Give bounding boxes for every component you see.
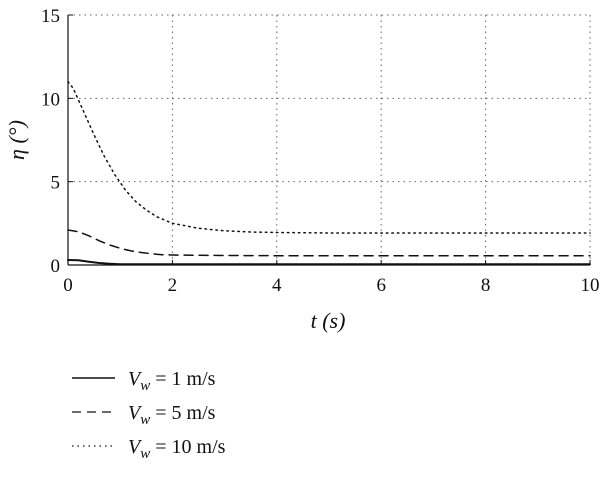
x-tick-label: 2 — [168, 275, 178, 296]
axes — [67, 14, 591, 266]
x-tick-label: 10 — [581, 275, 600, 296]
x-tick-label: 0 — [63, 275, 73, 296]
legend-label-3: Vw = 10 m/s — [128, 436, 226, 462]
series-line-1 — [67, 259, 591, 266]
y-tick-label: 5 — [51, 173, 61, 194]
y-tick-label: 15 — [41, 6, 60, 27]
x-axis-label: t (s) — [311, 308, 346, 333]
x-tick-label: 4 — [272, 275, 282, 296]
x-tick-label: 6 — [376, 275, 386, 296]
y-axis-label: η (°) — [4, 120, 29, 160]
legend-label-2: Vw = 5 m/s — [128, 402, 216, 428]
series-line-3 — [67, 80, 591, 234]
series-lines — [67, 80, 591, 266]
series-line-2 — [67, 229, 591, 257]
tick-labels: 0 2 4 6 8 10 0 5 10 15 — [41, 6, 600, 296]
legend-label-1: Vw = 1 m/s — [128, 368, 216, 394]
grid — [68, 14, 591, 265]
legend: Vw = 1 m/s Vw = 5 m/s Vw = 10 m/s — [72, 368, 226, 462]
y-tick-label: 10 — [41, 89, 60, 110]
x-tick-label: 8 — [481, 275, 491, 296]
y-tick-label: 0 — [51, 256, 61, 277]
